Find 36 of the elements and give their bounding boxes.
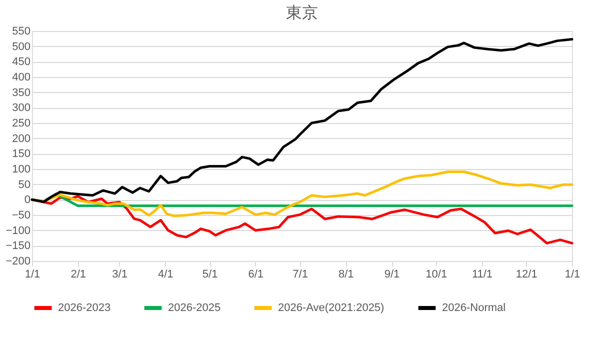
line-series	[30, 38, 574, 204]
x-tick-label: 5/1	[202, 268, 218, 280]
line-series	[30, 195, 574, 244]
x-tick-label: 2/1	[70, 268, 86, 280]
x-tick-label: 4/1	[158, 268, 174, 280]
x-tick-label: 7/1	[292, 268, 308, 280]
y-tick-label: 350	[12, 86, 30, 99]
x-tick-label: 1/1	[24, 268, 40, 280]
y-tick-label: 50	[18, 178, 30, 191]
y-tick-label: 100	[12, 164, 30, 176]
x-tick-label: 10/1	[426, 268, 448, 280]
y-tick-label: 250	[12, 118, 30, 130]
chart-title: 東京	[286, 4, 318, 22]
y-tick-label: 300	[12, 102, 30, 114]
x-tick-label: 9/1	[384, 268, 400, 280]
x-tick-label: 12/1	[516, 268, 538, 280]
x-tick-label: 11/1	[472, 268, 493, 280]
y-tick-label: −200	[6, 256, 30, 268]
y-tick-label: 200	[12, 132, 30, 145]
x-tick-label: 8/1	[338, 268, 354, 280]
y-tick-label: 150	[12, 148, 30, 160]
x-tick-label: 3/1	[112, 268, 128, 280]
legend-label: 2026-Normal	[442, 302, 506, 314]
x-tick-label: 1/1	[564, 268, 580, 280]
x-tick-label: 6/1	[248, 268, 264, 280]
legend-label: 2026-Ave(2021:2025)	[278, 302, 384, 314]
legend-label: 2026-2023	[58, 302, 111, 314]
legend-label: 2026-2025	[168, 302, 221, 314]
y-tick-label: 550	[12, 26, 30, 38]
y-tick-label: 400	[12, 72, 30, 84]
y-tick-label: −100	[6, 224, 30, 237]
y-tick-label: −50	[12, 210, 30, 222]
y-tick-label: 450	[12, 56, 30, 68]
y-tick-label: 0	[24, 194, 30, 206]
y-tick-label: −150	[6, 240, 30, 252]
y-tick-label: 500	[12, 40, 30, 53]
